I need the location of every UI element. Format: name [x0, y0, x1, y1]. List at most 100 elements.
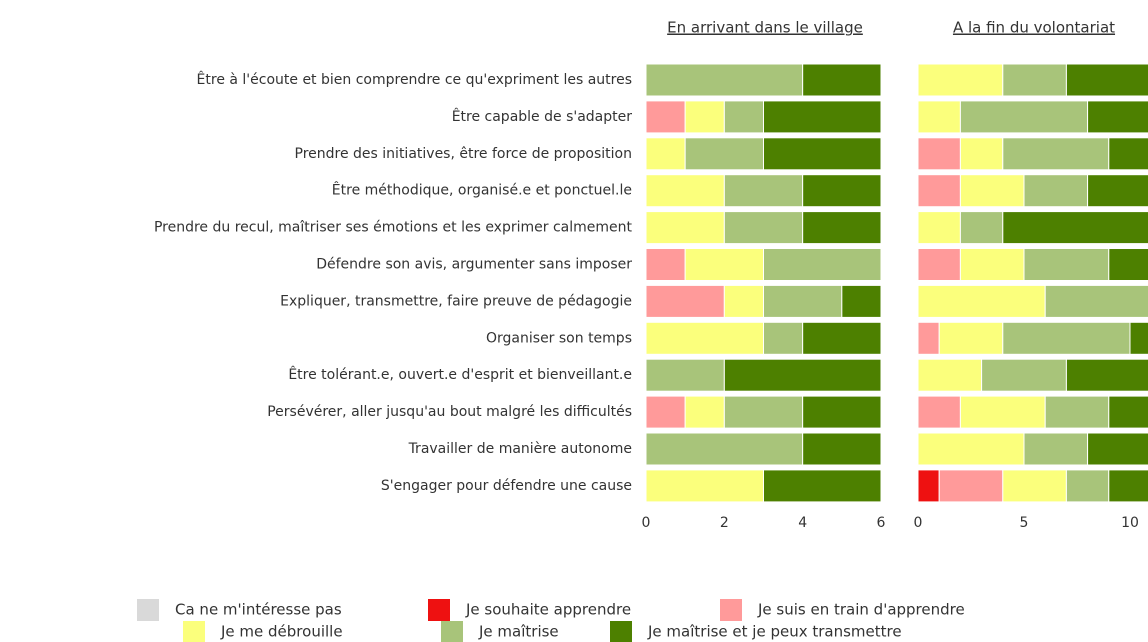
bar-segment: [917, 321, 940, 355]
bar-segment: [1002, 469, 1067, 503]
category-label: Travailler de manière autonome: [408, 441, 632, 457]
panel-title: En arrivant dans le village: [667, 19, 863, 37]
bar-segment: [802, 174, 882, 208]
bar-segment: [645, 432, 804, 466]
category-label: Expliquer, transmettre, faire preuve de …: [280, 293, 632, 309]
legend-swatch: [610, 621, 632, 642]
bar-segment: [1002, 63, 1067, 97]
bar-segment: [1087, 100, 1148, 134]
bar-segment: [959, 211, 1004, 245]
bar-segment: [917, 63, 1004, 97]
bar-segment: [1065, 63, 1148, 97]
bar-segment: [1065, 358, 1148, 392]
x-tick-label: 10: [1121, 515, 1139, 531]
bar-segment: [645, 137, 686, 171]
legend-swatch: [428, 599, 450, 621]
x-tick-label: 0: [642, 515, 651, 531]
legend-label: Je me débrouille: [220, 623, 343, 641]
x-tick-label: 2: [720, 515, 729, 531]
bar-segment: [802, 395, 882, 429]
x-tick-label: 4: [798, 515, 807, 531]
legend-swatch: [137, 599, 159, 621]
bar-segment: [917, 469, 940, 503]
bar-segment: [684, 137, 765, 171]
bar-segment: [1087, 432, 1148, 466]
bar-segment: [1129, 321, 1148, 355]
x-tick-label: 0: [914, 515, 923, 531]
bar-segment: [645, 63, 804, 97]
bar-segment: [1023, 174, 1089, 208]
bar-segment: [1023, 248, 1110, 281]
category-label: Être capable de s'adapter: [452, 107, 633, 125]
legend-label: Je maîtrise et je peux transmettre: [647, 623, 902, 641]
bar-segment: [763, 248, 882, 281]
bar-segment: [1044, 395, 1110, 429]
category-label: Être tolérant.e, ouvert.e d'esprit et bi…: [288, 365, 632, 383]
legend-swatch: [720, 599, 742, 621]
bar-segment: [959, 100, 1089, 134]
bar-segment: [763, 137, 882, 171]
bar-segment: [684, 395, 725, 429]
bar-segment: [645, 174, 725, 208]
bar-segment: [1065, 469, 1110, 503]
bar-segment: [917, 284, 1046, 318]
bar-segment: [917, 358, 983, 392]
bar-segment: [1087, 174, 1148, 208]
bar-segment: [938, 469, 1004, 503]
category-label: Être à l'écoute et bien comprendre ce qu…: [197, 70, 632, 88]
bar-segment: [1108, 248, 1148, 281]
bar-segment: [917, 248, 961, 281]
panel-title: A la fin du volontariat: [953, 19, 1115, 37]
bar-segment: [959, 395, 1046, 429]
bar-segment: [645, 395, 686, 429]
category-label: Persévérer, aller jusqu'au bout malgré l…: [267, 404, 632, 420]
bar-segment: [959, 248, 1025, 281]
bar-segment: [959, 137, 1004, 171]
legend-swatch: [441, 621, 463, 642]
bar-segment: [917, 100, 961, 134]
bar-segment: [645, 321, 764, 355]
category-label: S'engager pour défendre une cause: [381, 478, 632, 494]
bar-segment: [1108, 469, 1148, 503]
bar-segment: [645, 469, 764, 503]
bar-segment: [723, 211, 804, 245]
bar-segment: [802, 321, 882, 355]
bar-segment: [917, 211, 961, 245]
bar-segment: [981, 358, 1067, 392]
category-label: Prendre des initiatives, être force de p…: [295, 146, 632, 162]
x-tick-label: 6: [877, 515, 886, 531]
bar-segment: [1002, 321, 1131, 355]
legend-label: Ca ne m'intéresse pas: [175, 601, 342, 619]
bar-segment: [1002, 211, 1148, 245]
bar-segment: [763, 469, 882, 503]
bar-segment: [763, 100, 882, 134]
legend-label: Je suis en train d'apprendre: [757, 601, 965, 619]
x-tick-label: 5: [1020, 515, 1029, 531]
bar-segment: [959, 174, 1025, 208]
bar-segment: [645, 284, 725, 318]
bar-segment: [1023, 432, 1089, 466]
bar-segment: [1108, 137, 1148, 171]
bar-segment: [645, 100, 686, 134]
bar-segment: [917, 432, 1025, 466]
legend-label: Je souhaite apprendre: [465, 601, 631, 619]
bar-segment: [723, 174, 804, 208]
bar-segment: [841, 284, 882, 318]
category-label: Être méthodique, organisé.e et ponctuel.…: [332, 181, 632, 199]
bar-segment: [684, 100, 725, 134]
bar-segment: [917, 137, 961, 171]
bar-segment: [1002, 137, 1110, 171]
bar-segment: [1108, 395, 1148, 429]
bar-segment: [723, 284, 764, 318]
bar-segment: [917, 395, 961, 429]
bar-segment: [938, 321, 1004, 355]
legend-swatch: [183, 621, 205, 642]
bar-segment: [1044, 284, 1148, 318]
bar-segment: [645, 358, 725, 392]
bar-segment: [723, 395, 804, 429]
category-label: Défendre son avis, argumenter sans impos…: [316, 257, 632, 273]
bar-segment: [723, 100, 764, 134]
bar-segment: [802, 211, 882, 245]
legend-label: Je maîtrise: [478, 623, 559, 641]
